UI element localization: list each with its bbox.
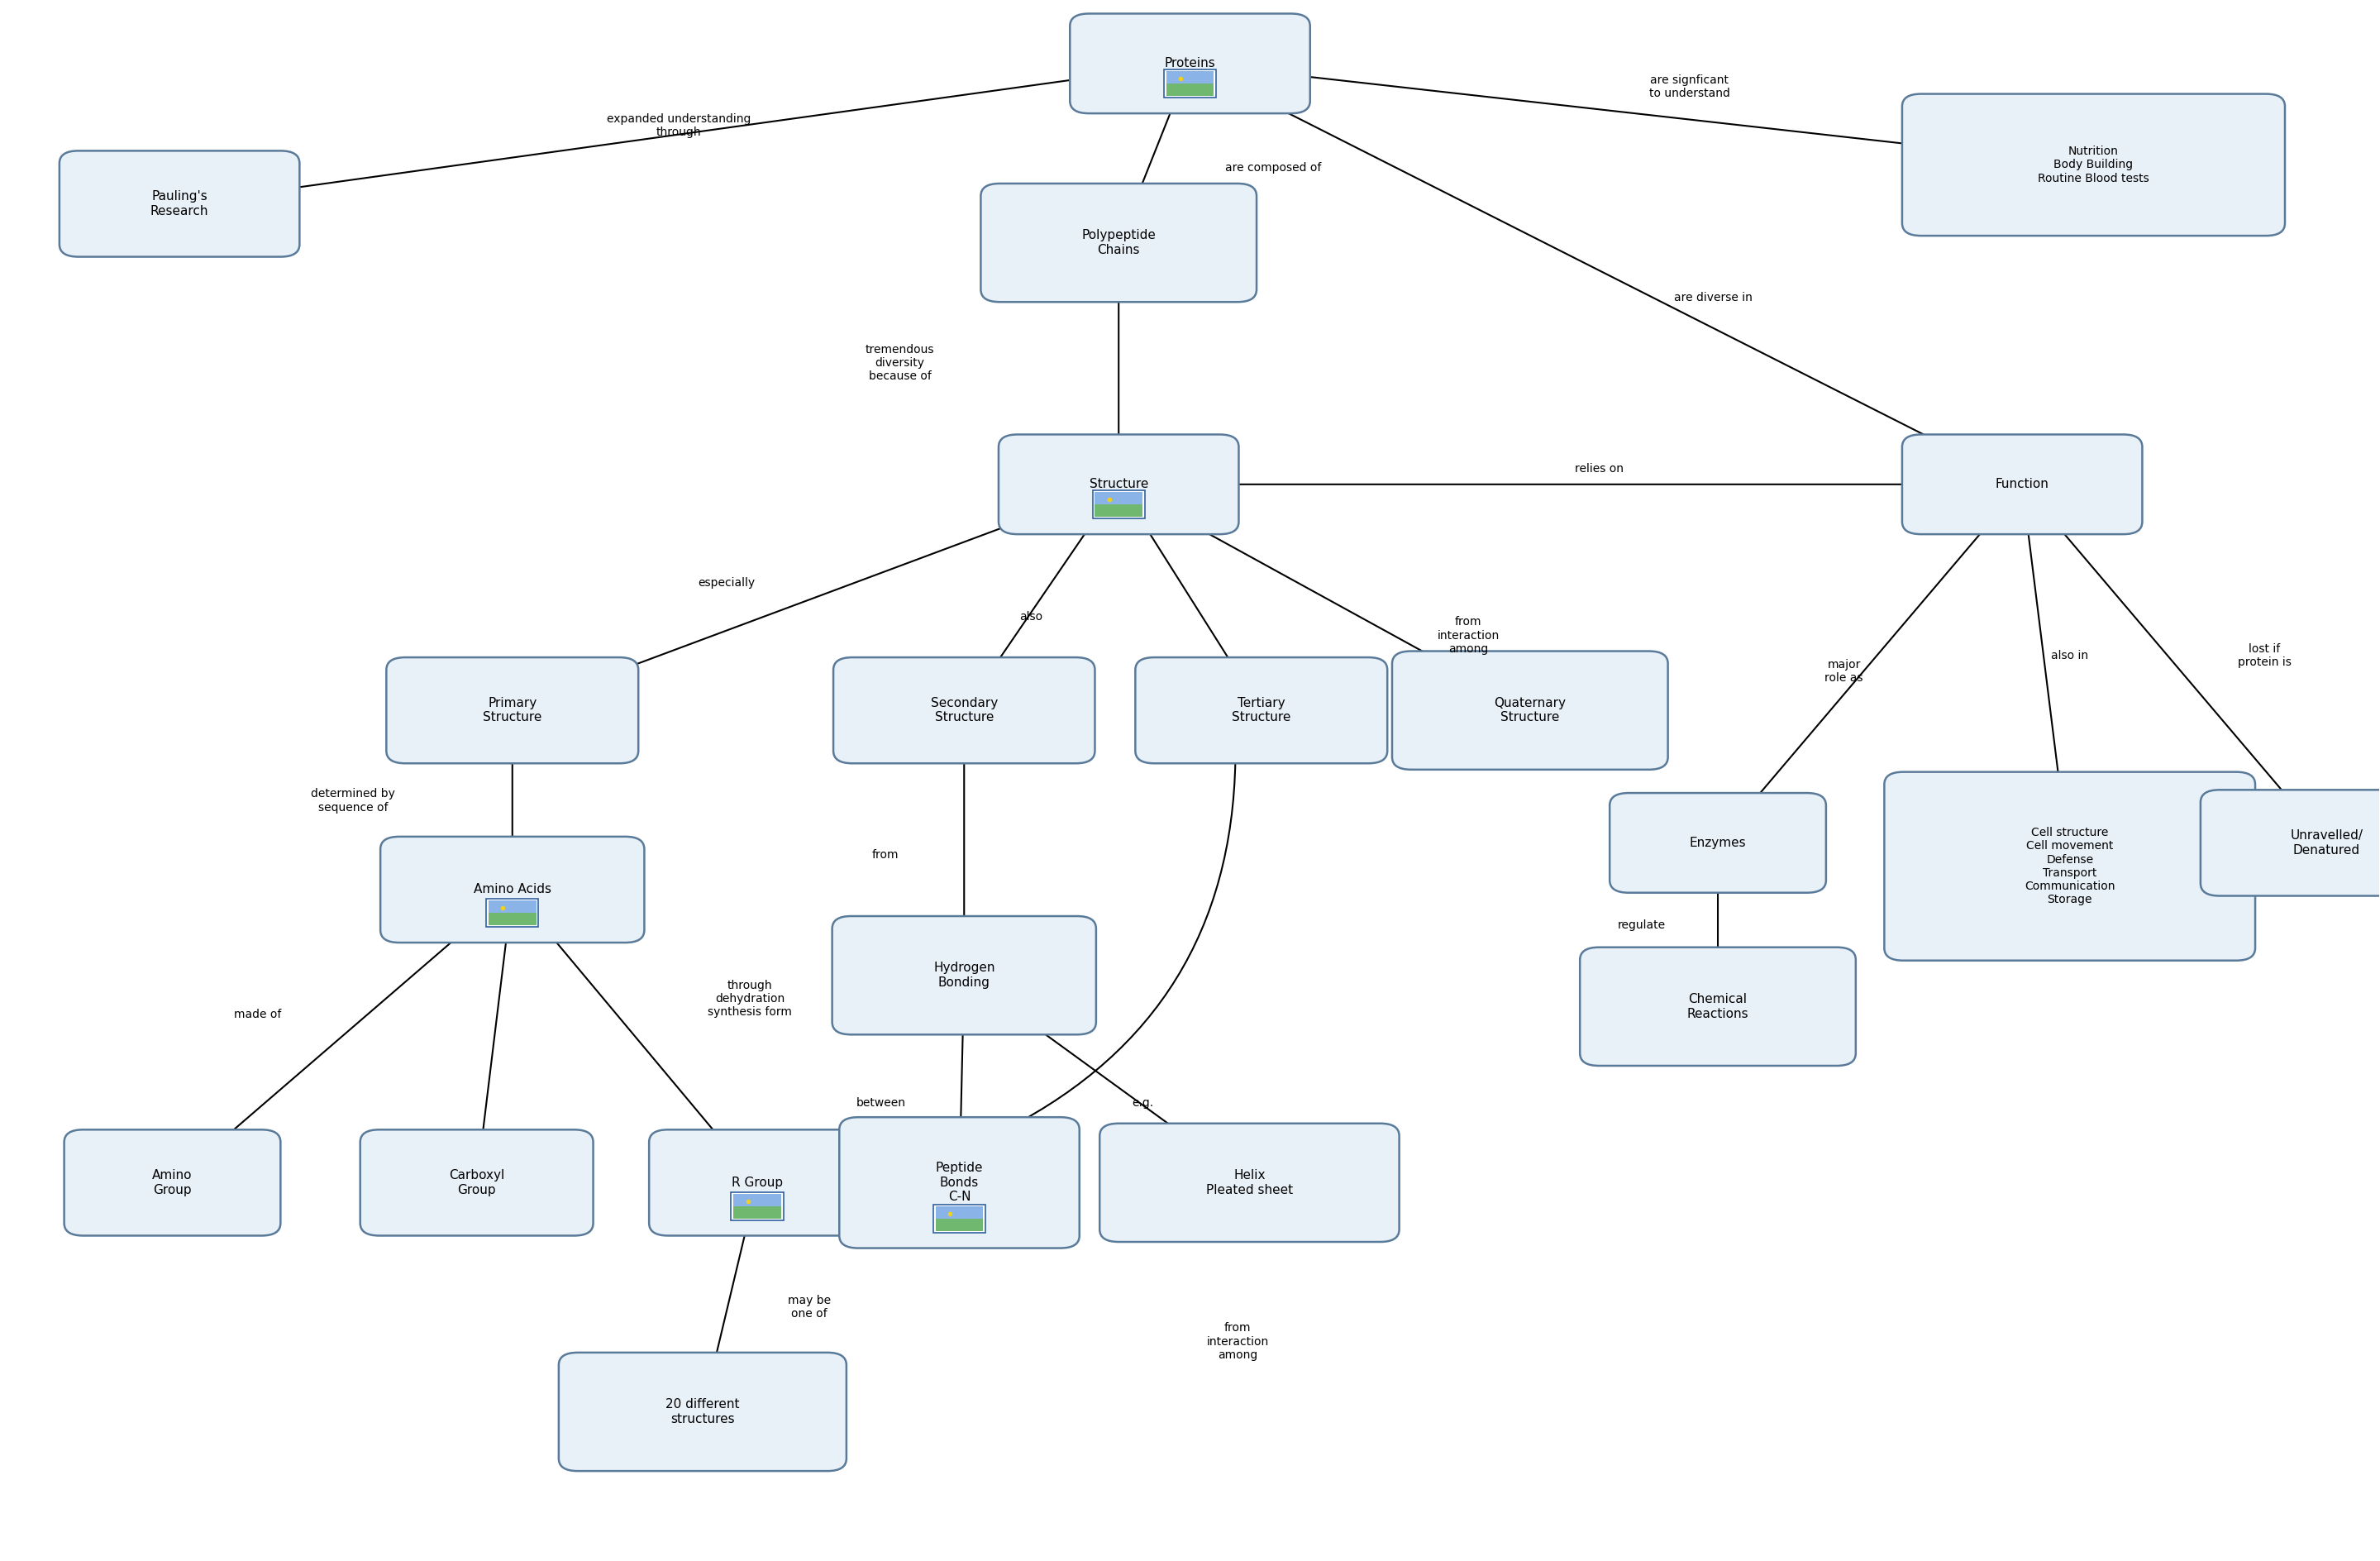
Text: lost if
protein is: lost if protein is bbox=[2237, 643, 2292, 668]
FancyBboxPatch shape bbox=[559, 1352, 847, 1470]
Text: Hydrogen
Bonding: Hydrogen Bonding bbox=[933, 962, 995, 988]
Text: Enzymes: Enzymes bbox=[1690, 837, 1747, 849]
Text: e.g.: e.g. bbox=[1130, 1097, 1154, 1108]
FancyBboxPatch shape bbox=[1166, 72, 1214, 97]
Text: Function: Function bbox=[1994, 478, 2049, 490]
Text: regulate: regulate bbox=[1618, 919, 1666, 932]
FancyBboxPatch shape bbox=[1885, 773, 2256, 960]
Text: Helix
Pleated sheet: Helix Pleated sheet bbox=[1207, 1169, 1292, 1196]
FancyBboxPatch shape bbox=[1092, 490, 1145, 518]
Text: Pauling's
Research: Pauling's Research bbox=[150, 190, 209, 217]
FancyBboxPatch shape bbox=[981, 184, 1257, 301]
Text: especially: especially bbox=[697, 576, 754, 588]
Text: Chemical
Reactions: Chemical Reactions bbox=[1687, 993, 1749, 1019]
Text: tremendous
diversity
because of: tremendous diversity because of bbox=[866, 343, 935, 382]
Text: also: also bbox=[1019, 610, 1042, 623]
Text: Carboxyl
Group: Carboxyl Group bbox=[450, 1169, 505, 1196]
Text: made of: made of bbox=[233, 1008, 281, 1019]
FancyBboxPatch shape bbox=[1902, 94, 2285, 236]
Text: from
interaction
among: from interaction among bbox=[1207, 1322, 1269, 1361]
FancyBboxPatch shape bbox=[733, 1194, 781, 1207]
Text: between: between bbox=[857, 1097, 907, 1108]
FancyBboxPatch shape bbox=[1580, 948, 1856, 1066]
Text: Tertiary
Structure: Tertiary Structure bbox=[1233, 696, 1290, 724]
Text: relies on: relies on bbox=[1576, 464, 1623, 475]
Text: R Group: R Group bbox=[731, 1177, 783, 1189]
Text: also in: also in bbox=[2052, 649, 2087, 662]
FancyBboxPatch shape bbox=[1166, 72, 1214, 84]
FancyBboxPatch shape bbox=[1135, 657, 1388, 763]
Text: Structure: Structure bbox=[1090, 478, 1147, 490]
FancyBboxPatch shape bbox=[381, 837, 645, 943]
Text: from: from bbox=[871, 849, 900, 862]
Text: Secondary
Structure: Secondary Structure bbox=[931, 696, 997, 724]
Text: Primary
Structure: Primary Structure bbox=[483, 696, 543, 724]
FancyBboxPatch shape bbox=[1095, 492, 1142, 504]
Text: 20 different
structures: 20 different structures bbox=[666, 1399, 740, 1425]
FancyBboxPatch shape bbox=[488, 901, 536, 913]
FancyBboxPatch shape bbox=[1609, 793, 1825, 893]
FancyBboxPatch shape bbox=[1095, 492, 1142, 517]
Text: major
role as: major role as bbox=[1825, 659, 1864, 684]
FancyBboxPatch shape bbox=[486, 899, 538, 927]
FancyBboxPatch shape bbox=[1164, 70, 1216, 98]
Text: may be
one of: may be one of bbox=[788, 1296, 831, 1321]
FancyBboxPatch shape bbox=[733, 1194, 781, 1219]
FancyBboxPatch shape bbox=[833, 916, 1097, 1035]
FancyBboxPatch shape bbox=[488, 901, 536, 926]
FancyBboxPatch shape bbox=[64, 1130, 281, 1236]
Text: Amino Acids: Amino Acids bbox=[474, 884, 552, 896]
FancyBboxPatch shape bbox=[1000, 434, 1238, 534]
FancyBboxPatch shape bbox=[359, 1130, 593, 1236]
Text: are signficant
to understand: are signficant to understand bbox=[1649, 75, 1730, 100]
FancyBboxPatch shape bbox=[60, 151, 300, 256]
FancyBboxPatch shape bbox=[935, 1207, 983, 1232]
Text: Amino
Group: Amino Group bbox=[152, 1169, 193, 1196]
Text: Quaternary
Structure: Quaternary Structure bbox=[1495, 696, 1566, 724]
Text: Peptide
Bonds
C-N: Peptide Bonds C-N bbox=[935, 1161, 983, 1204]
Text: Proteins: Proteins bbox=[1164, 58, 1216, 70]
FancyBboxPatch shape bbox=[833, 657, 1095, 763]
FancyBboxPatch shape bbox=[731, 1193, 783, 1221]
Text: Polypeptide
Chains: Polypeptide Chains bbox=[1081, 229, 1157, 256]
Text: from
interaction
among: from interaction among bbox=[1438, 617, 1499, 654]
Text: are composed of: are composed of bbox=[1226, 162, 1321, 173]
FancyBboxPatch shape bbox=[1100, 1124, 1399, 1243]
FancyBboxPatch shape bbox=[386, 657, 638, 763]
FancyBboxPatch shape bbox=[1902, 434, 2142, 534]
Text: Unravelled/
Denatured: Unravelled/ Denatured bbox=[2290, 829, 2363, 857]
FancyBboxPatch shape bbox=[935, 1207, 983, 1219]
FancyBboxPatch shape bbox=[1071, 14, 1309, 114]
Text: determined by
sequence of: determined by sequence of bbox=[312, 788, 395, 813]
Text: are diverse in: are diverse in bbox=[1673, 292, 1752, 303]
FancyBboxPatch shape bbox=[1392, 651, 1668, 770]
Text: through
dehydration
synthesis form: through dehydration synthesis form bbox=[707, 980, 793, 1018]
FancyBboxPatch shape bbox=[2202, 790, 2380, 896]
Text: Cell structure
Cell movement
Defense
Transport
Communication
Storage: Cell structure Cell movement Defense Tra… bbox=[2025, 827, 2116, 905]
Text: expanded understanding
through: expanded understanding through bbox=[607, 114, 750, 139]
FancyBboxPatch shape bbox=[650, 1130, 866, 1236]
Text: Nutrition
Body Building
Routine Blood tests: Nutrition Body Building Routine Blood te… bbox=[2037, 145, 2149, 184]
FancyBboxPatch shape bbox=[840, 1118, 1081, 1249]
FancyBboxPatch shape bbox=[933, 1205, 985, 1233]
